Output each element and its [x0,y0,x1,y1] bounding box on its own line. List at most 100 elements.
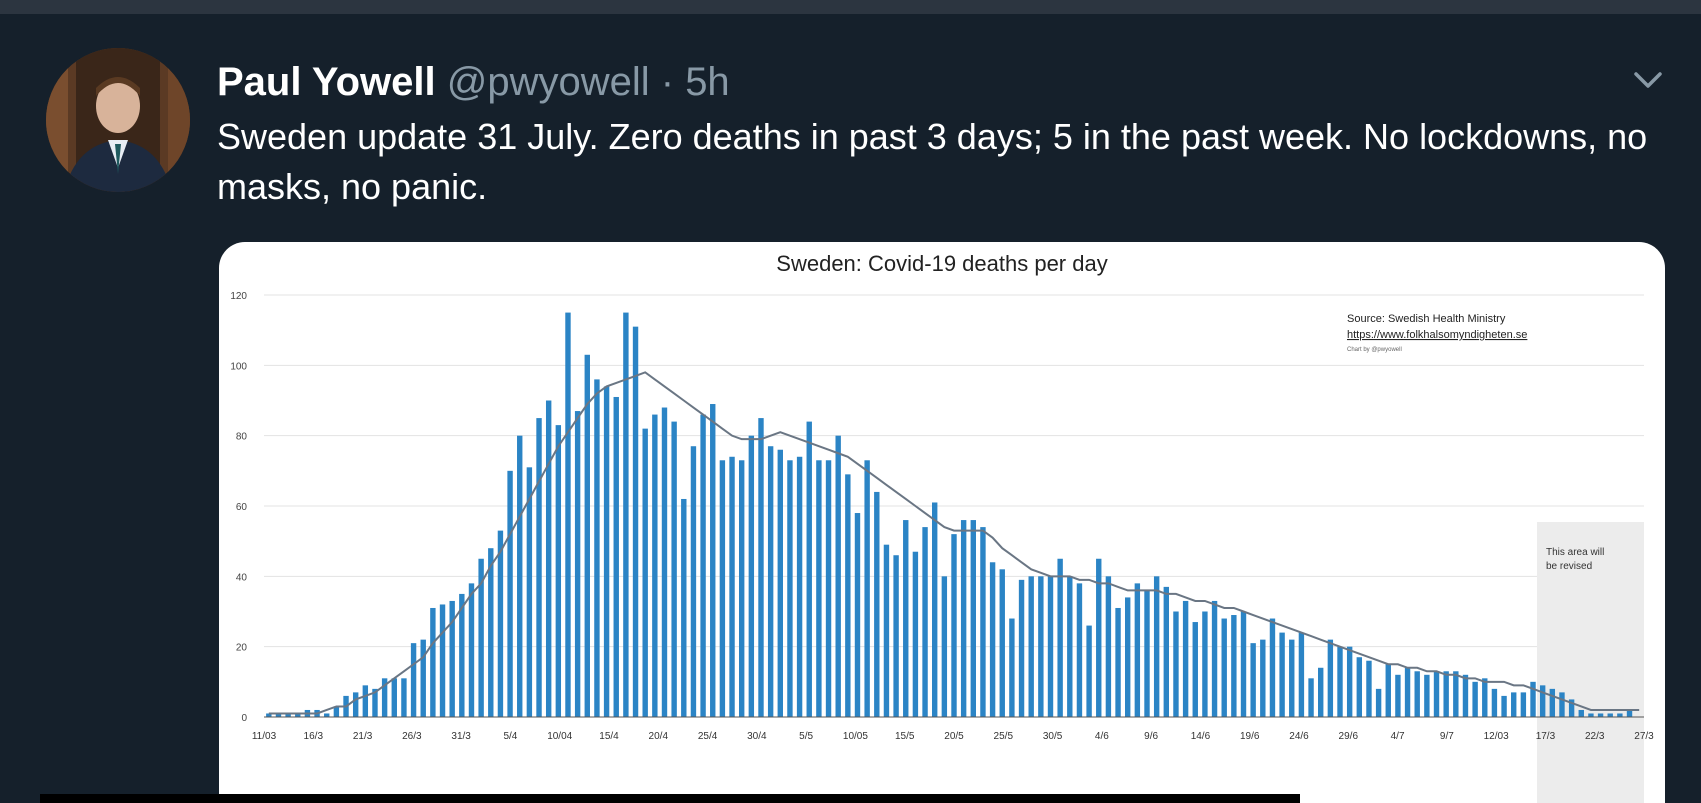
revised-note-line2: be revised [1546,561,1592,572]
bar [874,491,880,717]
bar [1240,611,1247,717]
y-tick-label: 120 [230,291,247,302]
tweet-text: Sweden update 31 July. Zero deaths in pa… [217,116,1648,207]
tweet-header: Paul Yowell @pwyowell · 5h [217,58,730,106]
bar [1597,713,1604,717]
x-tick-label: 15/5 [895,731,915,742]
author-name[interactable]: Paul Yowell [217,60,436,104]
bar [989,562,996,717]
bar [970,520,976,717]
bar [922,527,928,717]
bar [333,706,340,717]
bar [603,386,610,717]
bar [1404,667,1411,717]
bar [623,312,629,717]
x-tick-label: 4/6 [1095,731,1109,742]
moving-average-line [268,371,1640,715]
bar [1260,639,1266,717]
bar [1617,713,1623,717]
chart-credit: Chart by @pwyowell [1347,347,1402,353]
bar [1163,586,1170,717]
bar [613,396,619,717]
avatar[interactable] [46,48,190,192]
bar [642,428,648,717]
bar [864,460,870,717]
x-tick-label: 30/4 [747,731,767,742]
bar [652,414,658,717]
bar [574,411,581,717]
bar [1511,692,1517,717]
bar [632,326,639,717]
x-tick-label: 31/3 [451,731,471,742]
bar [1539,685,1546,717]
bar [1038,576,1044,717]
revised-note-line1: This area will [1546,547,1604,558]
bar [555,425,562,717]
bar [1424,674,1430,717]
chart-source: Source: Swedish Health Ministry [1347,313,1506,325]
chevron-down-icon[interactable] [1628,60,1668,100]
bar [1559,692,1565,717]
bar [767,446,774,717]
bar [1433,671,1440,717]
bar [1211,600,1218,717]
bar [883,544,890,717]
bar [1202,611,1208,717]
tweet-timestamp[interactable]: 5h [685,60,730,104]
x-tick-label: 15/4 [599,731,619,742]
bar [912,551,919,717]
x-tick-label: 26/3 [402,731,422,742]
bar [700,414,706,717]
deaths-per-day-chart: Sweden: Covid-19 deaths per day Source: … [230,251,1654,803]
bar [1153,576,1160,717]
bar [1289,639,1295,717]
bar [1501,695,1507,717]
tweet[interactable]: Paul Yowell @pwyowell · 5h Sweden update… [0,14,1701,803]
bar [517,435,523,717]
bar [951,534,957,717]
x-tick-label: 9/6 [1144,731,1158,742]
bar [671,421,677,717]
bar [1144,590,1150,717]
bar [1530,681,1536,717]
bar [1482,678,1488,717]
y-tick-label: 0 [241,713,247,724]
bar [1520,692,1527,717]
bar [468,583,475,717]
bar [1298,632,1305,717]
bar [1192,622,1198,717]
bar [1086,625,1092,717]
bar [854,513,861,717]
y-tick-label: 40 [236,572,248,583]
chart-source-url[interactable]: https://www.folkhalsomyndigheten.se [1347,329,1527,341]
x-tick-label: 9/7 [1440,731,1454,742]
bar [1395,674,1401,717]
x-tick-label: 4/7 [1391,731,1405,742]
bar [825,460,832,717]
bar [1472,681,1478,717]
y-tick-label: 20 [236,643,248,654]
bar [1626,709,1633,717]
x-tick-label: 10/05 [843,731,868,742]
bar [545,400,552,717]
y-tick-label: 60 [236,502,248,513]
bar [478,558,484,717]
bar [1607,713,1613,717]
bar [1221,618,1227,717]
bar [488,548,494,717]
bar [1231,615,1237,717]
author-handle[interactable]: @pwyowell [446,60,650,104]
bar [1028,576,1034,717]
x-tick-label: 25/5 [994,731,1014,742]
x-tick-label: 10/04 [547,731,572,742]
bar [1366,660,1372,717]
bar [1375,688,1382,717]
y-axis-ticks: 0 20 40 60 80 100 120 [230,291,247,724]
bar [372,688,378,717]
bar [526,467,533,717]
x-tick-label: 25/4 [698,731,718,742]
avatar-portrait [46,48,190,192]
tweet-media-chart[interactable]: Sweden: Covid-19 deaths per day Source: … [219,242,1665,803]
bar [1076,583,1083,717]
x-tick-label: 11/03 [252,731,277,742]
